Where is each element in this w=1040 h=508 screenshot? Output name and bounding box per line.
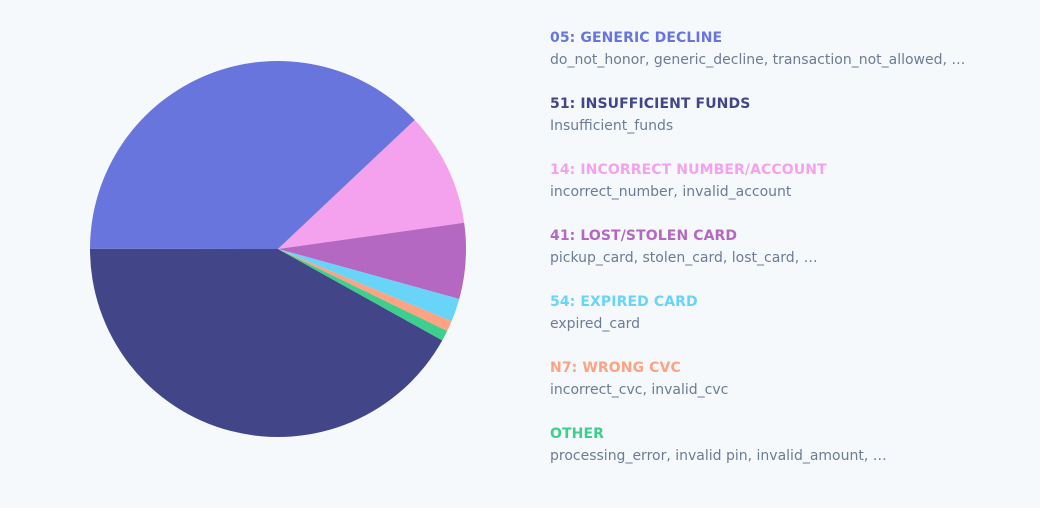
legend-item-generic-decline: 05: GENERIC DECLINE do_not_honor, generi…: [550, 29, 1020, 95]
legend-desc: do_not_honor, generic_decline, transacti…: [550, 52, 966, 68]
legend-desc: incorrect_cvc, invalid_cvc: [550, 382, 729, 398]
pie-slice: [278, 249, 448, 341]
pie-slice: [278, 222, 466, 299]
legend-item-lost-stolen-card: 41: LOST/STOLEN CARD pickup_card, stolen…: [550, 227, 1020, 293]
legend-desc: incorrect_number, invalid_account: [550, 184, 792, 200]
legend-desc: Insufficient_funds: [550, 118, 674, 134]
pie-chart: [90, 61, 466, 437]
legend-item-insufficient-funds: 51: INSUFFICIENT FUNDS Insufficient_fund…: [550, 95, 1020, 161]
legend-title: 51: INSUFFICIENT FUNDS: [550, 96, 751, 112]
legend-item-wrong-cvc: N7: WRONG CVC incorrect_cvc, invalid_cvc: [550, 359, 1020, 425]
legend: 05: GENERIC DECLINE do_not_honor, generi…: [550, 29, 1020, 491]
legend-item-other: OTHER processing_error, invalid pin, inv…: [550, 425, 1020, 491]
legend-title: N7: WRONG CVC: [550, 360, 681, 376]
pie-slice: [90, 61, 415, 249]
legend-title: 41: LOST/STOLEN CARD: [550, 228, 738, 244]
pie-slices: [90, 61, 466, 437]
legend-title: 14: INCORRECT NUMBER/ACCOUNT: [550, 162, 827, 178]
legend-item-incorrect-number: 14: INCORRECT NUMBER/ACCOUNT incorrect_n…: [550, 161, 1020, 227]
legend-title: 54: EXPIRED CARD: [550, 294, 698, 310]
legend-title: 05: GENERIC DECLINE: [550, 30, 723, 46]
legend-title: OTHER: [550, 426, 605, 442]
legend-desc: expired_card: [550, 316, 641, 332]
pie-slice: [278, 249, 452, 331]
legend-desc: processing_error, invalid pin, invalid_a…: [550, 448, 887, 464]
pie-slice: [278, 249, 460, 322]
pie-slice: [90, 248, 443, 437]
legend-desc: pickup_card, stolen_card, lost_card, …: [550, 250, 818, 266]
legend-item-expired-card: 54: EXPIRED CARD expired_card: [550, 293, 1020, 359]
pie-slice: [278, 119, 465, 249]
